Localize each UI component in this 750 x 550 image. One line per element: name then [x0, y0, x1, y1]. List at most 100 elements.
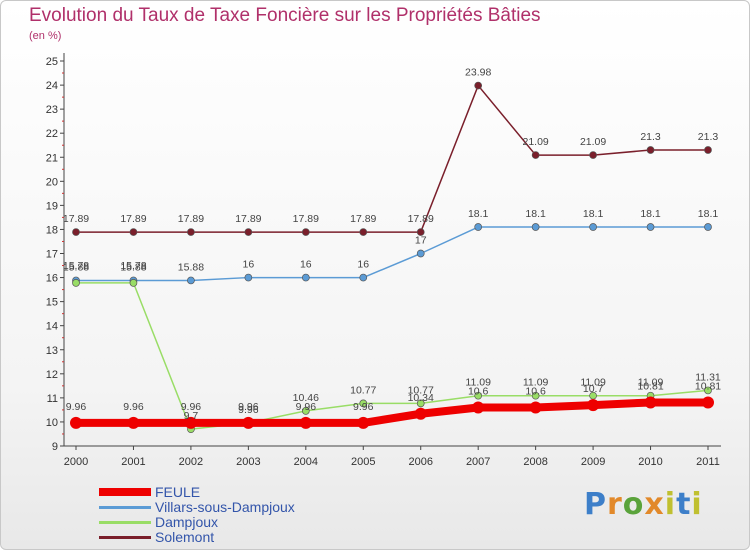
y-tick-label: 11	[47, 393, 58, 405]
data-label-feule: 9.96	[296, 401, 317, 413]
data-label-solemont: 21.09	[522, 136, 548, 148]
logo-letter: i	[691, 487, 703, 522]
data-label-solemont: 21.09	[580, 136, 606, 148]
logo-letter: o	[622, 487, 645, 522]
y-tick-label: 23	[46, 104, 58, 116]
data-point-villars-sous-dampjoux	[531, 223, 540, 231]
data-label-dampjoux: 9.7	[184, 410, 199, 422]
x-tick-label: 2009	[581, 456, 605, 468]
legend-swatch-feule	[99, 488, 151, 496]
legend-label-solemont: Solemont	[155, 529, 215, 545]
data-point-solemont	[187, 228, 195, 236]
y-tick-label: 25	[46, 56, 58, 68]
data-point-feule	[242, 416, 255, 429]
data-label-villars-sous-dampjoux: 16	[300, 259, 312, 271]
data-point-villars-sous-dampjoux	[474, 223, 483, 231]
data-point-solemont	[129, 228, 138, 236]
data-label-feule: 9.96	[66, 401, 87, 413]
legend-swatch-dampjoux	[99, 521, 151, 524]
data-point-solemont	[416, 228, 425, 236]
y-tick-label: 16	[46, 273, 58, 285]
series-line-villars-sous-dampjoux	[75, 226, 709, 282]
data-label-feule: 9.96	[353, 401, 374, 413]
data-point-solemont	[301, 228, 310, 236]
data-point-solemont	[244, 228, 253, 236]
data-point-feule	[357, 416, 370, 429]
data-label-villars-sous-dampjoux: 18.1	[468, 208, 489, 220]
data-label-dampjoux: 15.78	[63, 260, 89, 272]
data-point-villars-sous-dampjoux	[589, 223, 597, 231]
data-label-dampjoux: 11.09	[580, 377, 606, 389]
data-point-solemont	[704, 146, 712, 154]
y-tick-label: 10	[46, 417, 58, 429]
data-point-feule	[414, 407, 427, 420]
x-tick-label: 2002	[179, 456, 203, 468]
data-point-dampjoux	[359, 399, 368, 408]
data-point-feule	[644, 396, 657, 409]
data-point-feule	[472, 401, 485, 414]
data-label-villars-sous-dampjoux: 16	[243, 259, 255, 271]
y-tick-label: 19	[46, 200, 58, 212]
data-label-solemont: 17.89	[120, 213, 146, 225]
x-tick-label: 2011	[696, 456, 720, 468]
legend-label-dampjoux: Dampjoux	[155, 514, 219, 530]
data-point-solemont	[359, 228, 368, 236]
data-point-villars-sous-dampjoux	[704, 223, 712, 231]
y-tick-label: 12	[46, 369, 58, 381]
data-point-dampjoux	[129, 279, 138, 287]
data-point-villars-sous-dampjoux	[244, 273, 253, 282]
y-tick-label: 18	[46, 224, 58, 236]
x-tick-label: 2000	[64, 456, 88, 468]
data-point-villars-sous-dampjoux	[301, 273, 310, 282]
data-label-dampjoux: 11.09	[523, 377, 549, 389]
data-label-villars-sous-dampjoux: 17	[415, 235, 427, 247]
data-label-feule: 10.6	[525, 386, 546, 398]
data-label-dampjoux: 11.09	[465, 377, 491, 389]
y-tick-label: 9	[52, 441, 58, 453]
data-point-solemont	[589, 151, 597, 159]
data-label-villars-sous-dampjoux: 15.88	[63, 261, 89, 273]
chart-subtitle: (en %)	[29, 30, 62, 42]
data-label-feule: 10.6	[468, 386, 489, 398]
data-point-dampjoux	[474, 391, 483, 400]
y-tick-label: 15	[46, 297, 58, 309]
data-label-feule: 10.7	[583, 383, 604, 395]
data-label-villars-sous-dampjoux: 18.1	[525, 208, 546, 220]
data-point-dampjoux	[704, 386, 712, 395]
legend-swatch-villars-sous-dampjoux	[99, 506, 151, 509]
data-label-solemont: 17.89	[408, 213, 434, 225]
data-point-feule	[70, 416, 82, 429]
data-label-solemont: 17.89	[350, 213, 376, 225]
series-line-solemont	[75, 84, 709, 233]
data-label-feule: 9.96	[181, 401, 202, 413]
data-point-feule	[184, 416, 197, 429]
data-point-villars-sous-dampjoux	[646, 223, 655, 231]
data-label-dampjoux: 11.09	[638, 377, 664, 389]
data-point-solemont	[72, 228, 80, 236]
data-label-solemont: 17.89	[293, 213, 319, 225]
data-label-dampjoux: 11.31	[695, 371, 721, 383]
data-label-dampjoux: 10.77	[408, 384, 434, 396]
data-label-villars-sous-dampjoux: 18.1	[640, 208, 661, 220]
data-point-feule	[127, 416, 140, 429]
data-label-solemont: 17.89	[63, 213, 89, 225]
data-point-villars-sous-dampjoux	[187, 276, 195, 285]
data-label-dampjoux: 9.96	[238, 404, 259, 416]
y-tick-label: 24	[46, 80, 58, 92]
chart-title: Evolution du Taux de Taxe Foncière sur l…	[29, 5, 541, 26]
data-label-villars-sous-dampjoux: 15.88	[178, 261, 204, 273]
data-label-villars-sous-dampjoux: 16	[357, 259, 369, 271]
y-tick-label: 20	[46, 176, 58, 188]
data-label-dampjoux: 10.77	[350, 384, 376, 396]
logo-letter: P	[584, 487, 607, 522]
series-line-feule	[72, 398, 712, 427]
data-label-villars-sous-dampjoux: 18.1	[698, 208, 719, 220]
proxiti-logo: Proxiti	[584, 487, 703, 522]
data-point-solemont	[531, 151, 540, 159]
data-label-solemont: 21.3	[640, 131, 661, 143]
series-line-dampjoux	[75, 282, 709, 430]
data-label-feule: 9.96	[123, 401, 144, 413]
logo-letter: r	[607, 487, 623, 522]
